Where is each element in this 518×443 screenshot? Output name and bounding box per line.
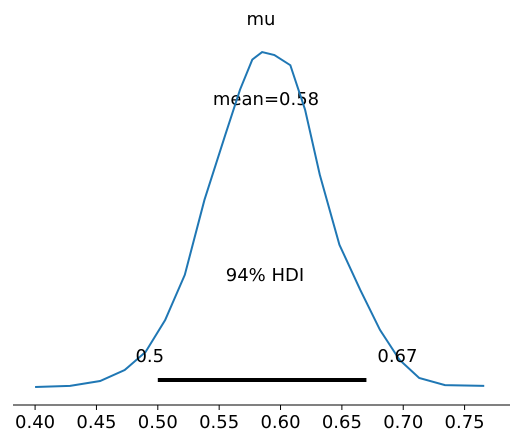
x-tick-label: 0.50 — [138, 412, 178, 433]
x-tick-label: 0.45 — [76, 412, 116, 433]
x-tick-label: 0.60 — [260, 412, 300, 433]
density-line — [35, 50, 485, 388]
hdi-low-label: 0.5 — [135, 346, 164, 367]
x-tick-label: 0.75 — [445, 412, 485, 433]
hdi-label: 94% HDI — [226, 265, 304, 286]
x-tick-label: 0.65 — [322, 412, 362, 433]
chart-title: mu — [247, 9, 276, 30]
hdi-high-label: 0.67 — [377, 346, 417, 367]
x-tick-label: 0.55 — [199, 412, 239, 433]
x-tick-label: 0.40 — [15, 412, 55, 433]
x-tick-label: 0.70 — [383, 412, 423, 433]
